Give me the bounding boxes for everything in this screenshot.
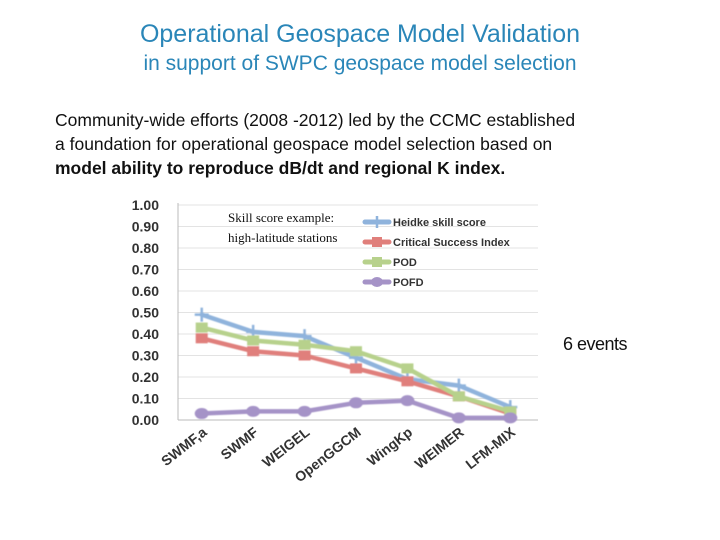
series-point <box>297 405 312 417</box>
legend-label: POD <box>393 257 417 269</box>
y-axis-tick-labels: 0.00 0.10 0.20 0.30 0.40 0.50 0.60 0.70 0.80 0.90… <box>132 197 159 428</box>
y-tick-label: 0.30 <box>132 348 159 364</box>
series-point <box>247 346 260 357</box>
legend-label: Critical Success Index <box>393 237 511 249</box>
chart-series <box>194 307 518 424</box>
series-point <box>401 376 414 387</box>
legend-marker <box>372 257 382 267</box>
x-tick-label: SWMF,a <box>158 424 210 469</box>
y-tick-label: 1.00 <box>132 197 159 213</box>
y-tick-label: 0.50 <box>132 305 159 321</box>
events-note: 6 events <box>563 334 628 354</box>
series-point <box>298 339 311 350</box>
x-tick-label: LFM-MIX <box>462 423 518 472</box>
legend-label: Heidke skill score <box>393 217 486 229</box>
y-tick-label: 0.70 <box>132 262 159 278</box>
series-point <box>504 406 517 417</box>
series-point <box>195 333 208 344</box>
series-point <box>452 391 465 402</box>
series-point <box>247 335 260 346</box>
chart-annotation-line-2: high-latitude stations <box>228 230 337 245</box>
series-point <box>349 397 363 409</box>
y-tick-label: 0.20 <box>132 369 159 385</box>
slide-subtitle: in support of SWPC geospace model select… <box>143 52 577 75</box>
series-point <box>451 378 466 393</box>
series-point <box>400 395 415 407</box>
series-point <box>503 412 518 424</box>
series-point <box>298 350 311 361</box>
series-point <box>350 346 362 357</box>
body-text-line-1: Community-wide efforts (2008 -2012) led … <box>55 110 576 130</box>
series-point <box>350 363 362 374</box>
x-tick-label: SWMF <box>217 423 261 462</box>
y-tick-label: 0.90 <box>132 219 159 235</box>
chart-annotation-line-1: Skill score example: <box>228 210 334 225</box>
slide-title: Operational Geospace Model Validation <box>139 20 581 48</box>
y-tick-label: 0.80 <box>132 240 159 256</box>
y-tick-label: 0.40 <box>132 326 159 342</box>
legend-label: POFD <box>393 277 424 289</box>
x-tick-label: WingKp <box>364 424 415 469</box>
series-point <box>194 408 209 420</box>
y-tick-label: 0.00 <box>132 412 159 428</box>
chart-legend: Heidke skill score Critical Success Index… <box>362 216 511 289</box>
y-tick-label: 0.10 <box>132 391 159 407</box>
body-text-line-2: a foundation for operational geospace mo… <box>55 134 553 154</box>
body-text-line-3: model ability to reproduce dB/dt and reg… <box>55 158 506 178</box>
series-point <box>401 363 414 374</box>
legend-marker <box>372 237 382 247</box>
legend-marker <box>371 277 383 287</box>
series-point <box>194 307 209 322</box>
y-tick-label: 0.60 <box>132 283 159 299</box>
series-point <box>195 322 208 333</box>
x-tick-label: WEIMER <box>411 424 466 472</box>
series-point <box>451 412 466 424</box>
series-point <box>246 405 261 417</box>
